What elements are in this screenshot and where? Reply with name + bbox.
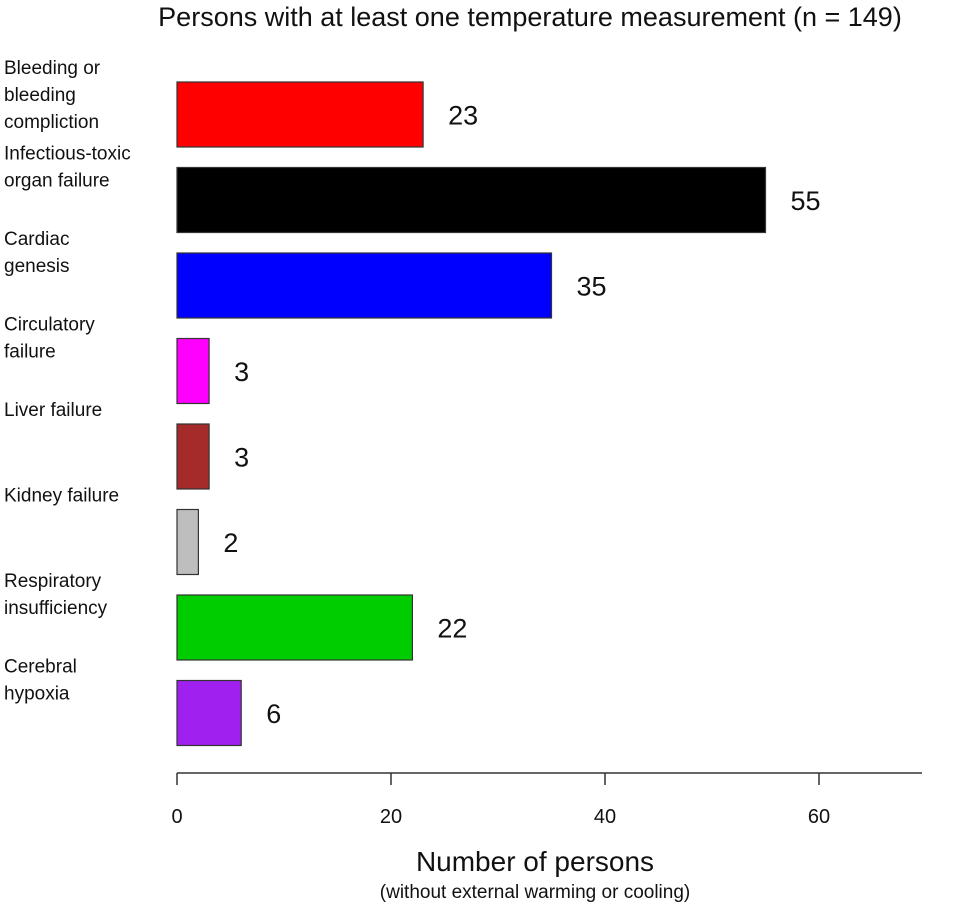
value-label-3: 3 [234, 357, 249, 387]
value-label-4: 3 [234, 443, 249, 473]
x-axis-label: Number of persons [416, 846, 654, 877]
bar-0 [176, 81, 424, 148]
bar-1 [176, 166, 767, 234]
x-tick-label-0: 0 [171, 806, 182, 828]
bar-6 [176, 594, 413, 661]
bars [176, 81, 767, 747]
category-label-0: Bleeding or bleeding compliction [4, 58, 101, 133]
category-label-4: Liver failure [4, 400, 102, 421]
x-tick-label-3: 60 [808, 806, 830, 828]
x-ticks: 0 20 40 60 [171, 773, 830, 828]
category-label-6: Respiratory insufficiency [4, 571, 108, 619]
x-axis: 0 20 40 60 [171, 772, 922, 828]
bar-7 [176, 679, 242, 747]
category-label-2: Cardiac genesis [4, 229, 70, 277]
bar-2 [176, 252, 553, 319]
category-label-5: Kidney failure [4, 486, 119, 507]
category-label-3: Circulatory failure [4, 315, 95, 363]
value-label-5: 2 [223, 528, 238, 558]
value-label-6: 22 [437, 614, 467, 644]
category-labels: Bleeding or bleeding compliction Infectious… [4, 58, 131, 705]
category-label-1: Infectious-toxic organ failure [4, 144, 131, 192]
bar-4 [176, 423, 210, 490]
x-axis-sublabel: (without external warming or cooling) [380, 882, 690, 903]
x-tick-label-1: 20 [380, 806, 402, 828]
bar-5 [176, 508, 199, 576]
value-label-0: 23 [448, 101, 478, 131]
bar-3 [176, 337, 210, 405]
category-label-7: Cerebral hypoxia [4, 657, 77, 705]
x-tick-label-2: 40 [594, 806, 616, 828]
value-label-7: 6 [266, 699, 281, 729]
value-label-2: 35 [577, 272, 607, 302]
value-label-1: 55 [791, 186, 821, 216]
chart-title: Persons with at least one temperature me… [158, 2, 902, 32]
